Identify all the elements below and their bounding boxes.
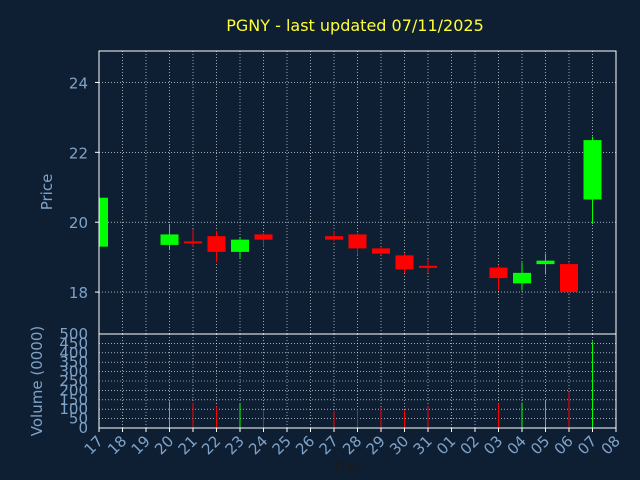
candle-body <box>395 255 414 270</box>
candle-body <box>99 197 108 247</box>
volume-y-tick-label: 250 <box>59 372 88 390</box>
price-y-tick-label: 24 <box>69 74 88 92</box>
volume-y-tick-label: 0 <box>78 419 88 437</box>
price-y-tick-label: 18 <box>69 284 88 302</box>
volume-bars <box>169 341 593 428</box>
price-panel: 18 20 22 24 Price <box>38 50 617 335</box>
volume-y-tick-label: 50 <box>69 410 88 428</box>
volume-y-tick-label: 400 <box>59 344 88 362</box>
chart-title: PGNY - last updated 07/11/2025 <box>226 16 484 35</box>
candle-body <box>536 260 555 265</box>
volume-y-tick-label: 350 <box>59 353 88 371</box>
volume-y-tick-label: 500 <box>59 325 88 343</box>
price-gridlines <box>95 51 617 334</box>
candle-body <box>254 234 273 240</box>
volume-axis-label: Volume (0000) <box>28 326 46 436</box>
candles <box>98 136 602 294</box>
volume-y-tick-label: 100 <box>59 400 88 418</box>
candle-body <box>231 239 249 252</box>
candle-body <box>583 140 602 200</box>
price-axis-label: Price <box>38 174 56 211</box>
volume-y-tick-label: 300 <box>59 363 88 381</box>
candle-body <box>160 234 179 245</box>
candle-body <box>372 248 390 254</box>
price-y-tick-label: 22 <box>69 144 88 162</box>
x-axis-label: Day <box>334 459 362 475</box>
volume-y-tick-label: 450 <box>59 334 88 352</box>
candle-body <box>419 265 437 268</box>
candle-body <box>207 236 226 252</box>
candle-body <box>489 267 508 279</box>
candle-body <box>348 234 367 249</box>
candle-body <box>325 236 343 240</box>
candle-body <box>513 272 531 284</box>
price-y-tick-label: 20 <box>69 214 88 232</box>
candle-body <box>560 264 578 293</box>
volume-y-tick-label: 150 <box>59 391 88 409</box>
price-y-tick-labels: 18 20 22 24 <box>69 74 88 302</box>
candle-body <box>184 241 202 244</box>
volume-y-tick-label: 200 <box>59 381 88 399</box>
